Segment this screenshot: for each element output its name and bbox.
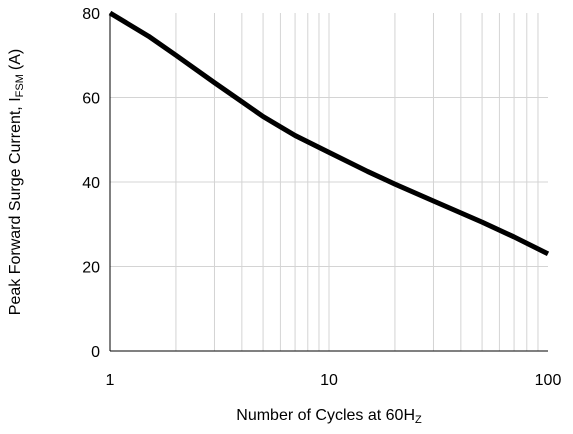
y-axis-label-subscript: FSM — [14, 74, 26, 97]
x-axis-label-subscript: Z — [415, 414, 422, 426]
x-tick-label: 10 — [320, 372, 338, 389]
y-axis-label: Peak Forward Surge Current, IFSM (A) — [7, 49, 26, 315]
x-axis-label-main: Number of Cycles at 60H — [236, 407, 415, 424]
x-axis-label: Number of Cycles at 60HZ — [236, 407, 422, 426]
grid — [109, 13, 548, 352]
tick-labels: 0 20 40 60 80 1 10 100 — [82, 6, 561, 389]
y-tick-label: 20 — [82, 260, 100, 277]
y-tick-label: 80 — [82, 6, 100, 23]
y-tick-label: 60 — [82, 91, 100, 108]
x-tick-label: 1 — [106, 372, 115, 389]
y-axis-label-main: Peak Forward Surge Current, I — [7, 97, 24, 315]
series — [108, 10, 550, 257]
x-tick-label: 100 — [535, 372, 562, 389]
y-axis-label-unit: (A) — [7, 49, 24, 70]
y-tick-label: 0 — [91, 344, 100, 361]
series-line — [108, 10, 550, 257]
y-tick-label: 40 — [82, 175, 100, 192]
